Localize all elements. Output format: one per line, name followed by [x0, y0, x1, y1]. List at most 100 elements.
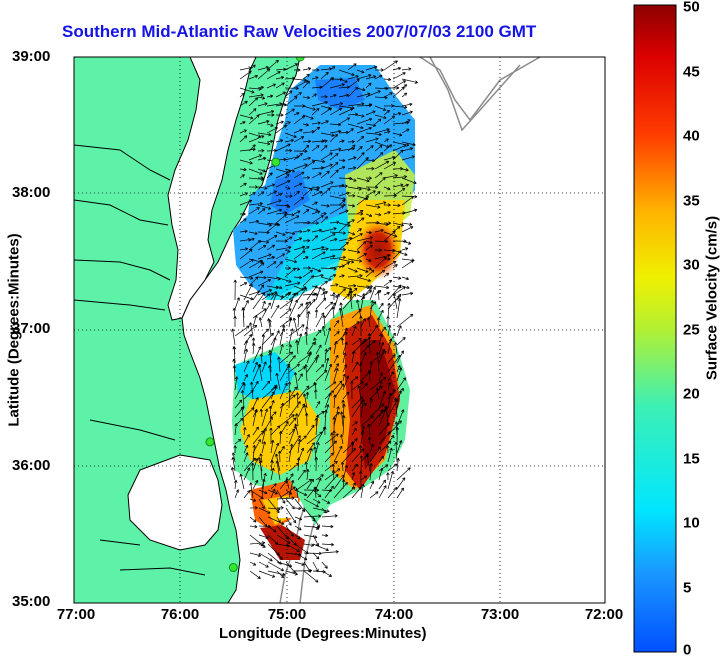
x-tick-label: 77:00 [56, 606, 96, 623]
velocity-arrow [257, 191, 265, 197]
velocity-arrow [311, 68, 320, 72]
velocity-arrow [387, 470, 394, 490]
velocity-arrow [351, 361, 359, 373]
velocity-arrow [239, 473, 245, 490]
velocity-arrow [248, 74, 258, 80]
velocity-arrow [322, 314, 326, 328]
velocity-arrow [277, 450, 282, 463]
velocity-arrow [369, 462, 373, 481]
grid [74, 57, 605, 603]
velocity-arrow [275, 276, 292, 283]
velocity-arrow [360, 318, 366, 328]
velocity-arrow [234, 297, 240, 310]
velocity-arrow [304, 364, 308, 382]
velocity-arrow [333, 380, 343, 391]
velocity-arrow [329, 205, 345, 215]
velocity-arrow [259, 353, 264, 364]
velocity-arrow [365, 90, 381, 98]
velocity-arrow [275, 253, 286, 260]
velocity-arrow [297, 303, 304, 310]
velocity-arrow [302, 105, 316, 111]
velocity-arrow [329, 220, 340, 225]
velocity-arrow [249, 322, 254, 337]
velocity-arrow [297, 469, 306, 481]
velocity-arrow [293, 245, 306, 251]
velocity-arrow [276, 506, 284, 510]
y-tick-label: 35:00 [12, 593, 51, 610]
velocity-arrow [239, 229, 248, 234]
velocity-arrow [374, 152, 384, 161]
velocity-arrow [294, 489, 308, 496]
velocity-arrow [311, 93, 317, 98]
velocity-arrow [266, 113, 275, 117]
velocity-arrow [239, 87, 255, 94]
velocity-arrow [294, 534, 301, 540]
velocity-arrow [383, 272, 390, 278]
velocity-arrow [284, 281, 301, 287]
velocity-arrow [374, 239, 389, 244]
velocity-arrow [357, 385, 362, 400]
velocity-arrow [356, 114, 365, 118]
velocity-arrow [369, 403, 385, 418]
velocity-arrow [302, 175, 310, 180]
velocity-arrow [347, 144, 356, 152]
x-tick-label: 76:00 [160, 606, 200, 623]
velocity-arrow [387, 392, 393, 409]
velocity-arrow [302, 156, 311, 161]
y-tick-label: 38:00 [12, 184, 51, 201]
velocity-arrow [232, 365, 237, 382]
velocity-arrow [329, 247, 347, 252]
velocity-arrow [378, 342, 385, 355]
velocity-arrow [243, 467, 251, 481]
velocity-arrow [320, 95, 328, 99]
velocity-arrow [275, 120, 284, 125]
velocity-arrow [252, 380, 259, 391]
velocity-arrow [249, 506, 258, 510]
velocity-arrow [270, 483, 277, 490]
velocity-arrow [321, 561, 328, 569]
velocity-arrow [302, 221, 319, 225]
velocity-arrow [266, 235, 278, 242]
velocity-arrow [392, 264, 398, 269]
velocity-arrow [279, 445, 285, 454]
velocity-arrow [315, 297, 327, 310]
velocity-arrow [248, 132, 261, 138]
velocity-arrow [276, 570, 285, 579]
velocity-arrow [342, 293, 350, 301]
velocity-arrow [270, 400, 275, 409]
velocity-arrow [234, 376, 239, 391]
velocity-arrow [243, 348, 249, 364]
velocity-arrow [302, 144, 310, 152]
velocity-arrow [306, 478, 315, 490]
velocity-arrow [293, 152, 303, 161]
velocity-arrow [351, 396, 364, 409]
velocity-arrow [294, 568, 313, 573]
velocity-arrow [230, 466, 236, 481]
velocity-arrow [315, 369, 328, 382]
velocity-arrow [285, 561, 296, 574]
velocity-arrow [288, 328, 294, 346]
velocity-arrow [275, 103, 287, 107]
velocity-arrow [401, 208, 418, 215]
velocity-arrow [266, 71, 281, 80]
velocity-arrow [378, 333, 384, 346]
velocity-arrow [293, 196, 305, 206]
velocity-arrow [387, 371, 394, 382]
velocity-arrow [239, 100, 248, 107]
velocity-arrow [401, 78, 418, 84]
velocity-arrow [332, 292, 336, 301]
velocity-arrow [259, 408, 264, 418]
velocity-arrow [297, 287, 307, 301]
velocity-arrow [284, 63, 298, 71]
velocity-arrow [233, 445, 237, 454]
velocity-arrow [243, 360, 250, 373]
velocity-arrow [331, 470, 336, 481]
velocity-arrow [302, 139, 312, 144]
velocity-arrow [302, 160, 316, 170]
velocity-arrow [306, 298, 316, 310]
velocity-arrow [275, 113, 284, 117]
x-tick-label: 73:00 [480, 606, 520, 623]
velocity-arrow [329, 94, 337, 98]
velocity-arrow [348, 290, 353, 310]
velocity-arrow [305, 391, 310, 400]
